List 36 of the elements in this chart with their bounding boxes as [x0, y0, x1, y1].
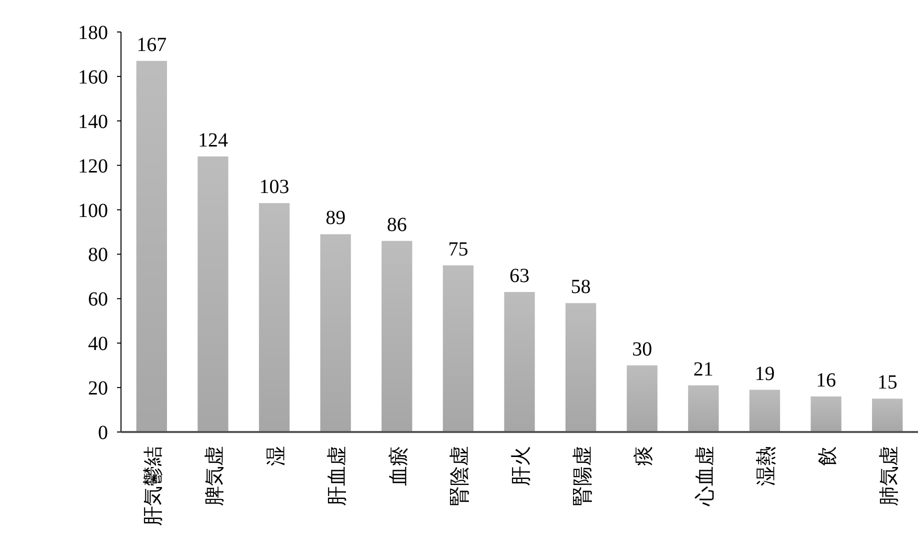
data-label: 167: [136, 34, 167, 56]
x-tick-label: 痰: [633, 446, 656, 466]
x-tick-label: 腎陽虚: [572, 446, 594, 506]
data-label: 19: [754, 362, 775, 385]
data-label: 15: [877, 372, 898, 394]
x-tick-label: 湿: [265, 446, 288, 466]
y-tick-label: 140: [78, 110, 108, 133]
data-label: 86: [386, 214, 407, 236]
y-tick-label: 120: [78, 155, 108, 178]
y-tick-label: 100: [78, 200, 108, 222]
y-tick-label: 40: [88, 333, 108, 356]
x-tick-label: 肝気鬱結: [142, 446, 165, 526]
x-tick-label: 腎陰虚: [449, 446, 472, 506]
data-label: 63: [510, 265, 530, 287]
data-label: 89: [326, 207, 346, 230]
x-tick-label: 湿熱: [756, 446, 778, 486]
x-tick-label: 飲: [817, 446, 840, 466]
x-tick-label: 脾気虚: [204, 446, 226, 506]
data-label: 58: [570, 276, 591, 298]
x-tick-label: 肝火: [510, 446, 532, 486]
data-label: 103: [259, 176, 290, 198]
data-label: 16: [816, 369, 836, 392]
y-tick-label: 60: [88, 288, 108, 311]
y-tick-label: 20: [88, 378, 108, 400]
data-label: 30: [632, 338, 652, 360]
x-tick-label: 心血虚: [694, 446, 716, 507]
x-tick-label: 肝血虚: [326, 446, 349, 506]
y-tick-label: 180: [78, 22, 108, 44]
x-tick-label: 肺気虚: [878, 446, 900, 506]
y-tick-label: 80: [88, 244, 108, 266]
x-tick-label: 血瘀: [388, 446, 410, 486]
y-tick-label: 0: [98, 422, 108, 444]
data-label: 21: [693, 358, 714, 380]
data-label: 75: [448, 238, 468, 260]
data-label: 124: [198, 129, 228, 152]
y-tick-label: 160: [78, 66, 108, 88]
